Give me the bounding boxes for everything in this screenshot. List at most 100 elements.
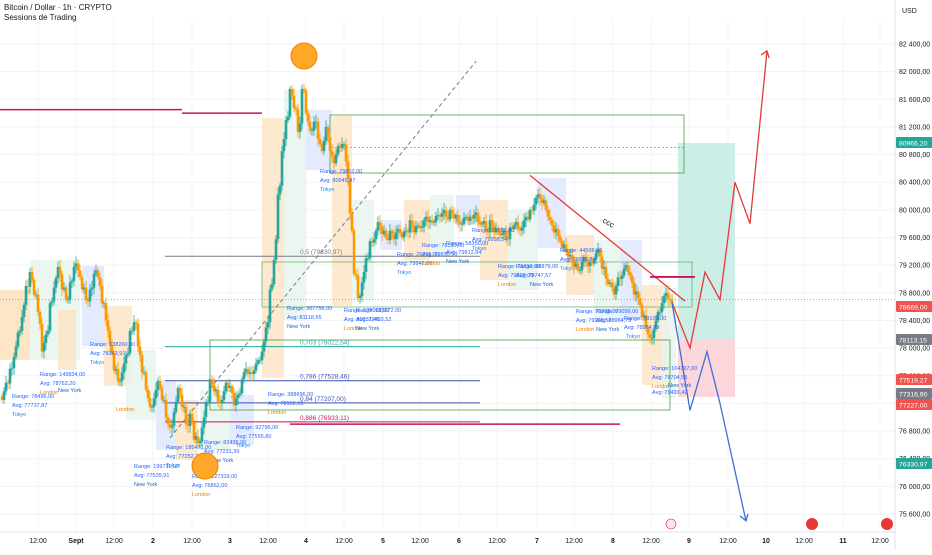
session-label: London [344, 326, 362, 332]
candle-body [386, 237, 390, 241]
candle-body [324, 126, 328, 141]
candle-body [570, 254, 574, 260]
y-tick-label: 80 000,00 [899, 207, 930, 214]
session-label: Avg: 79912,84 [446, 250, 481, 256]
candle-body [400, 233, 404, 238]
session-label: Avg: 81118,65 [287, 315, 322, 321]
session-label: Avg: 79493,52 [356, 317, 391, 323]
candle-body [322, 140, 326, 152]
candle-body [88, 289, 92, 302]
candle-body [538, 194, 542, 199]
candle-body [398, 228, 402, 234]
candle-body [362, 272, 366, 283]
price-badge-label: 76330,97 [899, 462, 928, 469]
candle-body [328, 137, 332, 152]
session-label: Avg: 80945,97 [320, 178, 355, 184]
session-label: London [116, 407, 134, 413]
event-icon [665, 518, 677, 530]
session-label: Avg: 78763,20 [40, 381, 75, 387]
candle-body [614, 285, 618, 295]
candle-body [626, 265, 630, 273]
projection-down [671, 302, 747, 522]
candle-body [22, 304, 26, 318]
candle-body [352, 230, 356, 274]
session-label: Range: 78496,00 [12, 394, 54, 400]
candle-body [214, 389, 218, 392]
candle-body [562, 244, 566, 248]
candle-body [512, 225, 516, 229]
session-label: Avg: 79938,54 [472, 237, 507, 243]
candle-body [2, 391, 6, 400]
high-circle [290, 42, 318, 70]
x-tick-label: 10 [762, 538, 770, 545]
session-label: Avg: 77539,91 [134, 473, 169, 479]
candle-body [350, 213, 354, 231]
session-label: Tokyo [560, 266, 574, 272]
candle-body [382, 230, 386, 235]
candle-body [238, 393, 242, 395]
candle-body [576, 263, 580, 271]
session-label: Range: 127319,00 [192, 474, 237, 480]
loss-zone [678, 340, 735, 397]
candle-body [280, 151, 284, 186]
candle-body [662, 296, 666, 304]
candle-body [380, 227, 384, 235]
candle-body [388, 230, 392, 241]
candle-body [402, 231, 406, 238]
y-tick-label: 76 000,00 [899, 484, 930, 491]
candle-body [142, 372, 146, 374]
candle-body [360, 282, 364, 297]
candle-body [370, 240, 374, 243]
candle-body [528, 209, 532, 220]
candle-body [144, 372, 148, 390]
candle-body [516, 221, 520, 229]
candle-body [98, 277, 102, 286]
candle-body [494, 228, 498, 233]
grid [0, 18, 895, 532]
candle-body [666, 292, 670, 299]
candle-body [498, 232, 502, 235]
time-axis[interactable]: 12:00 Sept 12:00 2 12:00 3 12:00 4 12:00 5 12:00 6 1… [0, 518, 895, 545]
candle-body [642, 315, 646, 318]
x-tick-label: 12:00 [259, 538, 277, 545]
x-tick-label: 12:00 [488, 538, 506, 545]
candle-body [200, 427, 204, 442]
x-tick-label: 11 [839, 538, 847, 545]
session-label: New York [596, 327, 619, 333]
price-axis[interactable]: USD 82 400,00 82 000,00 81 600,00 81 200,00 8… [894, 0, 932, 550]
x-tick-label: Sept [68, 538, 84, 545]
x-tick-label: 2 [151, 538, 155, 545]
candle-body [358, 296, 362, 299]
candle-body [134, 322, 138, 324]
candle-body [26, 285, 30, 287]
price-badge-label: 77227,00 [899, 403, 928, 410]
fib-levels: 0,5 (79330,97) 0,703 (78022,54) 0,786 (775… [165, 249, 480, 423]
candle-body [212, 384, 216, 392]
candle-body [108, 330, 112, 345]
candle-body [520, 227, 524, 231]
candle-body [628, 272, 632, 276]
session-label: Range: 79812,00 [320, 169, 362, 175]
session-label: New York [356, 326, 379, 332]
flag-icon [881, 518, 893, 530]
session-box [662, 288, 676, 398]
candle-body [450, 209, 454, 215]
candle-body [522, 220, 526, 228]
session-label: Avg: 79747,57 [516, 273, 551, 279]
candle-body [258, 360, 262, 362]
candle-body [474, 212, 478, 216]
chart-title: Bitcoin / Dollar · 1h · CRYPTO Sessions … [4, 3, 112, 23]
y-tick-label: 78 000,00 [899, 346, 930, 353]
candle-body [384, 230, 388, 238]
candle-body [542, 200, 546, 203]
candle-body [432, 221, 436, 223]
candle-body [12, 356, 16, 368]
candle-body [592, 259, 596, 264]
candle-body [178, 387, 182, 395]
price-badge [896, 334, 932, 345]
candle-body [568, 254, 572, 257]
session-label: Range: 88879,00 [516, 264, 558, 270]
candle-body [154, 389, 158, 399]
